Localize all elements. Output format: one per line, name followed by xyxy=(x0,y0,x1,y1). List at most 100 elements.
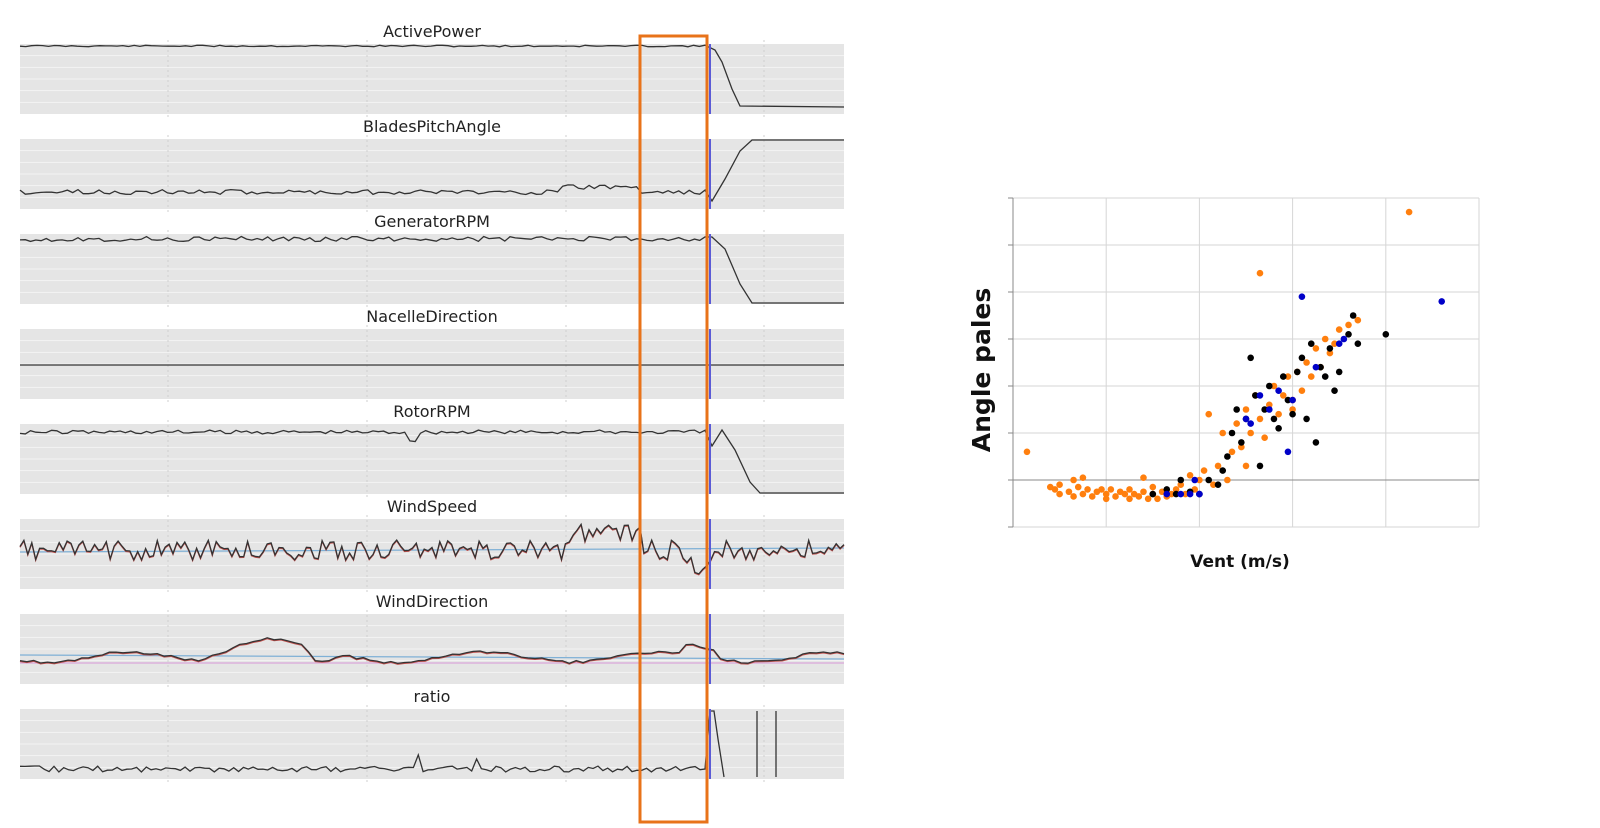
panel-2: BladesPitchAngle xyxy=(19,117,844,213)
data-point xyxy=(1284,448,1292,456)
data-point xyxy=(1079,490,1087,498)
data-point xyxy=(1219,467,1226,474)
data-point xyxy=(1228,429,1236,437)
data-point xyxy=(1196,490,1203,498)
data-point xyxy=(1256,415,1264,423)
data-point xyxy=(1275,410,1282,418)
data-point xyxy=(1205,476,1213,484)
data-point xyxy=(1056,481,1063,489)
data-point xyxy=(1172,490,1180,498)
data-point xyxy=(1242,415,1250,423)
data-point xyxy=(1307,340,1315,347)
data-point xyxy=(1242,406,1250,413)
data-point xyxy=(1289,396,1296,404)
data-point xyxy=(1051,486,1059,493)
data-point xyxy=(1238,439,1245,446)
data-point xyxy=(1233,406,1240,413)
data-point xyxy=(1233,420,1240,427)
data-point xyxy=(1289,410,1296,418)
panel-title: ratio xyxy=(414,687,451,706)
data-point xyxy=(1321,373,1329,380)
data-point xyxy=(1270,415,1278,423)
data-point xyxy=(1200,467,1208,474)
data-point xyxy=(1186,472,1194,479)
data-point xyxy=(1256,462,1264,470)
data-point xyxy=(1298,354,1306,362)
data-point xyxy=(1247,354,1254,362)
data-point xyxy=(1163,486,1171,493)
series-line xyxy=(19,428,844,494)
data-point xyxy=(1331,340,1338,347)
x-axis-title: Vent (m/s) xyxy=(1190,552,1290,572)
data-point xyxy=(1079,474,1087,481)
data-point xyxy=(1224,453,1231,460)
data-point xyxy=(1438,298,1446,305)
data-point xyxy=(1335,326,1343,333)
panel-1: ActivePower xyxy=(19,22,845,118)
data-point xyxy=(1238,443,1245,451)
series-1 xyxy=(1023,208,1413,503)
panel-6: WindSpeed xyxy=(19,497,845,593)
data-point xyxy=(1312,345,1320,352)
data-point xyxy=(1261,406,1268,413)
data-point xyxy=(1293,368,1301,376)
data-point xyxy=(1065,488,1073,496)
data-point xyxy=(1303,359,1310,366)
data-point xyxy=(1252,392,1259,399)
highlight-box xyxy=(638,34,709,824)
data-point xyxy=(1345,321,1352,329)
data-point xyxy=(1168,490,1175,498)
panel-title: WindDirection xyxy=(376,592,489,611)
data-point xyxy=(1144,495,1152,503)
y-axis-title: Angle pales xyxy=(967,288,996,452)
data-point xyxy=(1177,476,1185,484)
data-point xyxy=(1135,493,1143,500)
panel-4: NacelleDirection xyxy=(20,307,844,403)
data-point xyxy=(1335,368,1343,376)
data-point xyxy=(1256,269,1264,277)
panel-title: NacelleDirection xyxy=(366,307,497,326)
data-point xyxy=(1266,382,1273,390)
series-line xyxy=(19,139,844,203)
data-point xyxy=(1247,429,1254,437)
data-point xyxy=(1405,208,1413,216)
data-point xyxy=(1186,490,1194,498)
data-point xyxy=(1289,406,1296,413)
data-point xyxy=(1219,429,1226,437)
panel-8: ratio xyxy=(19,687,844,783)
data-point xyxy=(1228,448,1236,456)
data-point xyxy=(1312,439,1320,446)
data-point xyxy=(1140,474,1147,481)
data-point xyxy=(1102,490,1110,498)
scatter-plot-area xyxy=(1008,197,1480,528)
panel-7: WindDirection xyxy=(19,592,845,688)
panel-5: RotorRPM xyxy=(19,402,844,498)
series-line xyxy=(19,235,844,304)
panel-title: GeneratorRPM xyxy=(374,212,490,231)
data-point xyxy=(1256,392,1264,399)
data-point xyxy=(1354,340,1362,347)
data-point xyxy=(1070,476,1077,484)
data-point xyxy=(1163,490,1171,498)
data-point xyxy=(1345,331,1352,338)
panel-title: RotorRPM xyxy=(393,402,470,421)
data-point xyxy=(1298,387,1306,394)
data-point xyxy=(1126,486,1133,493)
data-point xyxy=(1191,476,1199,484)
data-point xyxy=(1126,495,1133,503)
data-point xyxy=(1261,434,1268,441)
data-point xyxy=(1266,401,1273,409)
series-line xyxy=(19,44,845,108)
panel-title: ActivePower xyxy=(383,22,481,41)
data-point xyxy=(1098,486,1105,493)
data-point xyxy=(1140,488,1147,496)
data-point xyxy=(1349,312,1357,319)
panel-3: GeneratorRPM xyxy=(19,212,844,308)
data-point xyxy=(1279,392,1287,399)
data-point xyxy=(1214,481,1222,489)
data-point xyxy=(1112,493,1119,500)
data-point xyxy=(1074,483,1082,491)
data-point xyxy=(1247,420,1254,427)
data-point xyxy=(1331,387,1338,394)
scatter-chart: Angle pales Vent (m/s) xyxy=(967,197,1480,572)
